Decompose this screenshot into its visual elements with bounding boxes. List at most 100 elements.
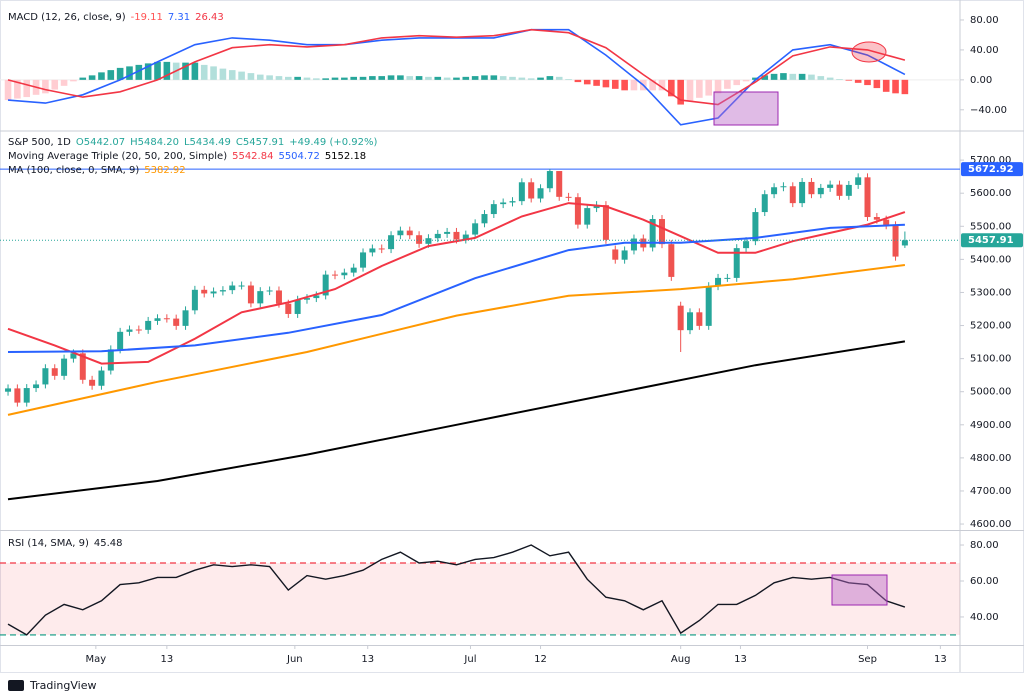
histogram-bar	[322, 78, 329, 80]
candle-body	[257, 291, 264, 304]
histogram-bar	[397, 75, 404, 80]
x-tick-label: 13	[934, 654, 947, 665]
candle-body	[5, 388, 12, 392]
y-tick-label: 4800.00	[970, 453, 1011, 464]
y-tick-label: 4700.00	[970, 486, 1011, 497]
y-tick-label: 5100.00	[970, 354, 1011, 365]
candle-body	[462, 234, 469, 240]
candle-body	[743, 241, 750, 249]
moving-average	[7, 223, 905, 353]
candle-body	[444, 231, 451, 234]
candle-body	[490, 204, 497, 215]
candle-body	[658, 219, 665, 245]
legend-ohlc: O5442.07	[75, 137, 126, 148]
brand: TradingView	[29, 679, 96, 692]
candle-body	[369, 248, 376, 253]
candle-body	[780, 186, 787, 188]
histogram-bar	[583, 79, 591, 85]
candle-body	[350, 267, 357, 273]
histogram-bar	[864, 79, 871, 86]
histogram-bar	[126, 66, 133, 80]
histogram-bar	[733, 79, 741, 86]
legend-value: 26.43	[195, 12, 224, 23]
rsi-line	[7, 544, 906, 636]
histogram-bar	[51, 79, 59, 90]
candle-body	[481, 214, 488, 224]
histogram-bar	[546, 76, 554, 80]
x-tick-label: 12	[534, 654, 547, 665]
legend-title: RSI (14, SMA, 9)	[8, 538, 89, 549]
candle-body	[163, 318, 170, 320]
candle-body	[332, 274, 339, 276]
pane	[0, 168, 960, 501]
candle-body	[873, 217, 880, 220]
histogram-bar	[752, 77, 759, 80]
candle-body	[883, 219, 890, 226]
candle-body	[61, 358, 68, 376]
histogram-bar	[537, 77, 544, 80]
price-label-box	[961, 233, 1023, 248]
histogram-bar	[42, 79, 49, 94]
candle-body	[808, 181, 815, 195]
histogram-bar	[854, 79, 862, 83]
candle-body	[182, 310, 189, 326]
candle-body	[98, 370, 105, 386]
legend-value: 5542.84	[232, 151, 274, 162]
histogram-bar	[490, 75, 498, 80]
rsi-legend: RSI (14, SMA, 9) 45.48	[8, 537, 128, 550]
histogram-bar	[266, 75, 273, 80]
candle-body	[528, 182, 535, 199]
legend-title: Moving Average Triple (20, 50, 200, Simp…	[8, 151, 228, 162]
histogram-bar	[780, 73, 787, 80]
y-tick-label: 60.00	[970, 576, 999, 587]
x-tick-label: Aug	[671, 654, 691, 665]
moving-average	[7, 264, 906, 416]
candle-body	[518, 182, 525, 202]
candle-body	[322, 274, 329, 296]
histogram-bar	[88, 75, 96, 80]
histogram-bar	[817, 76, 825, 80]
candle-body	[761, 194, 768, 213]
histogram-bar	[434, 76, 442, 80]
histogram-bar	[845, 79, 853, 81]
candle-body	[799, 181, 806, 204]
candle-body	[70, 353, 77, 359]
histogram-bar	[107, 70, 115, 80]
legend-title: MACD (12, 26, close, 9)	[8, 12, 126, 23]
candle-body	[696, 312, 703, 326]
candle-body	[275, 290, 282, 304]
moving-average	[7, 340, 906, 501]
y-tick-label: 5400.00	[970, 254, 1011, 265]
candle-body	[509, 201, 516, 203]
histogram-bar	[425, 76, 432, 80]
histogram-bar	[574, 79, 582, 83]
histogram-bar	[70, 79, 77, 82]
histogram-bar	[527, 78, 535, 80]
ma-legend: Moving Average Triple (20, 50, 200, Simp…	[8, 150, 371, 163]
candle-body	[79, 353, 86, 380]
legend-title: MA (100, close, 0, SMA, 9)	[8, 165, 140, 176]
histogram-bar	[836, 79, 843, 80]
histogram-bar	[303, 77, 311, 80]
histogram-bar	[621, 79, 628, 91]
histogram-bar	[415, 76, 423, 80]
x-tick-label: Jun	[286, 654, 303, 665]
candle-body	[864, 177, 871, 218]
candle-body	[668, 244, 675, 277]
histogram-bar	[892, 79, 899, 94]
x-tick-label: 13	[734, 654, 747, 665]
histogram-bar	[882, 79, 890, 92]
candle-body	[845, 184, 852, 196]
candle-body	[752, 212, 759, 242]
histogram-bar	[210, 66, 217, 80]
candle-body	[341, 272, 348, 276]
ma-legend: MA (100, close, 0, SMA, 9) 5382.92	[8, 164, 191, 177]
candle-body	[107, 349, 114, 371]
candle-body	[126, 329, 133, 332]
candle-body	[574, 197, 581, 225]
price-label: 5457.91	[968, 235, 1014, 246]
histogram-bar	[696, 79, 703, 98]
candle-body	[42, 368, 49, 385]
legend-value: 5152.18	[324, 151, 367, 162]
